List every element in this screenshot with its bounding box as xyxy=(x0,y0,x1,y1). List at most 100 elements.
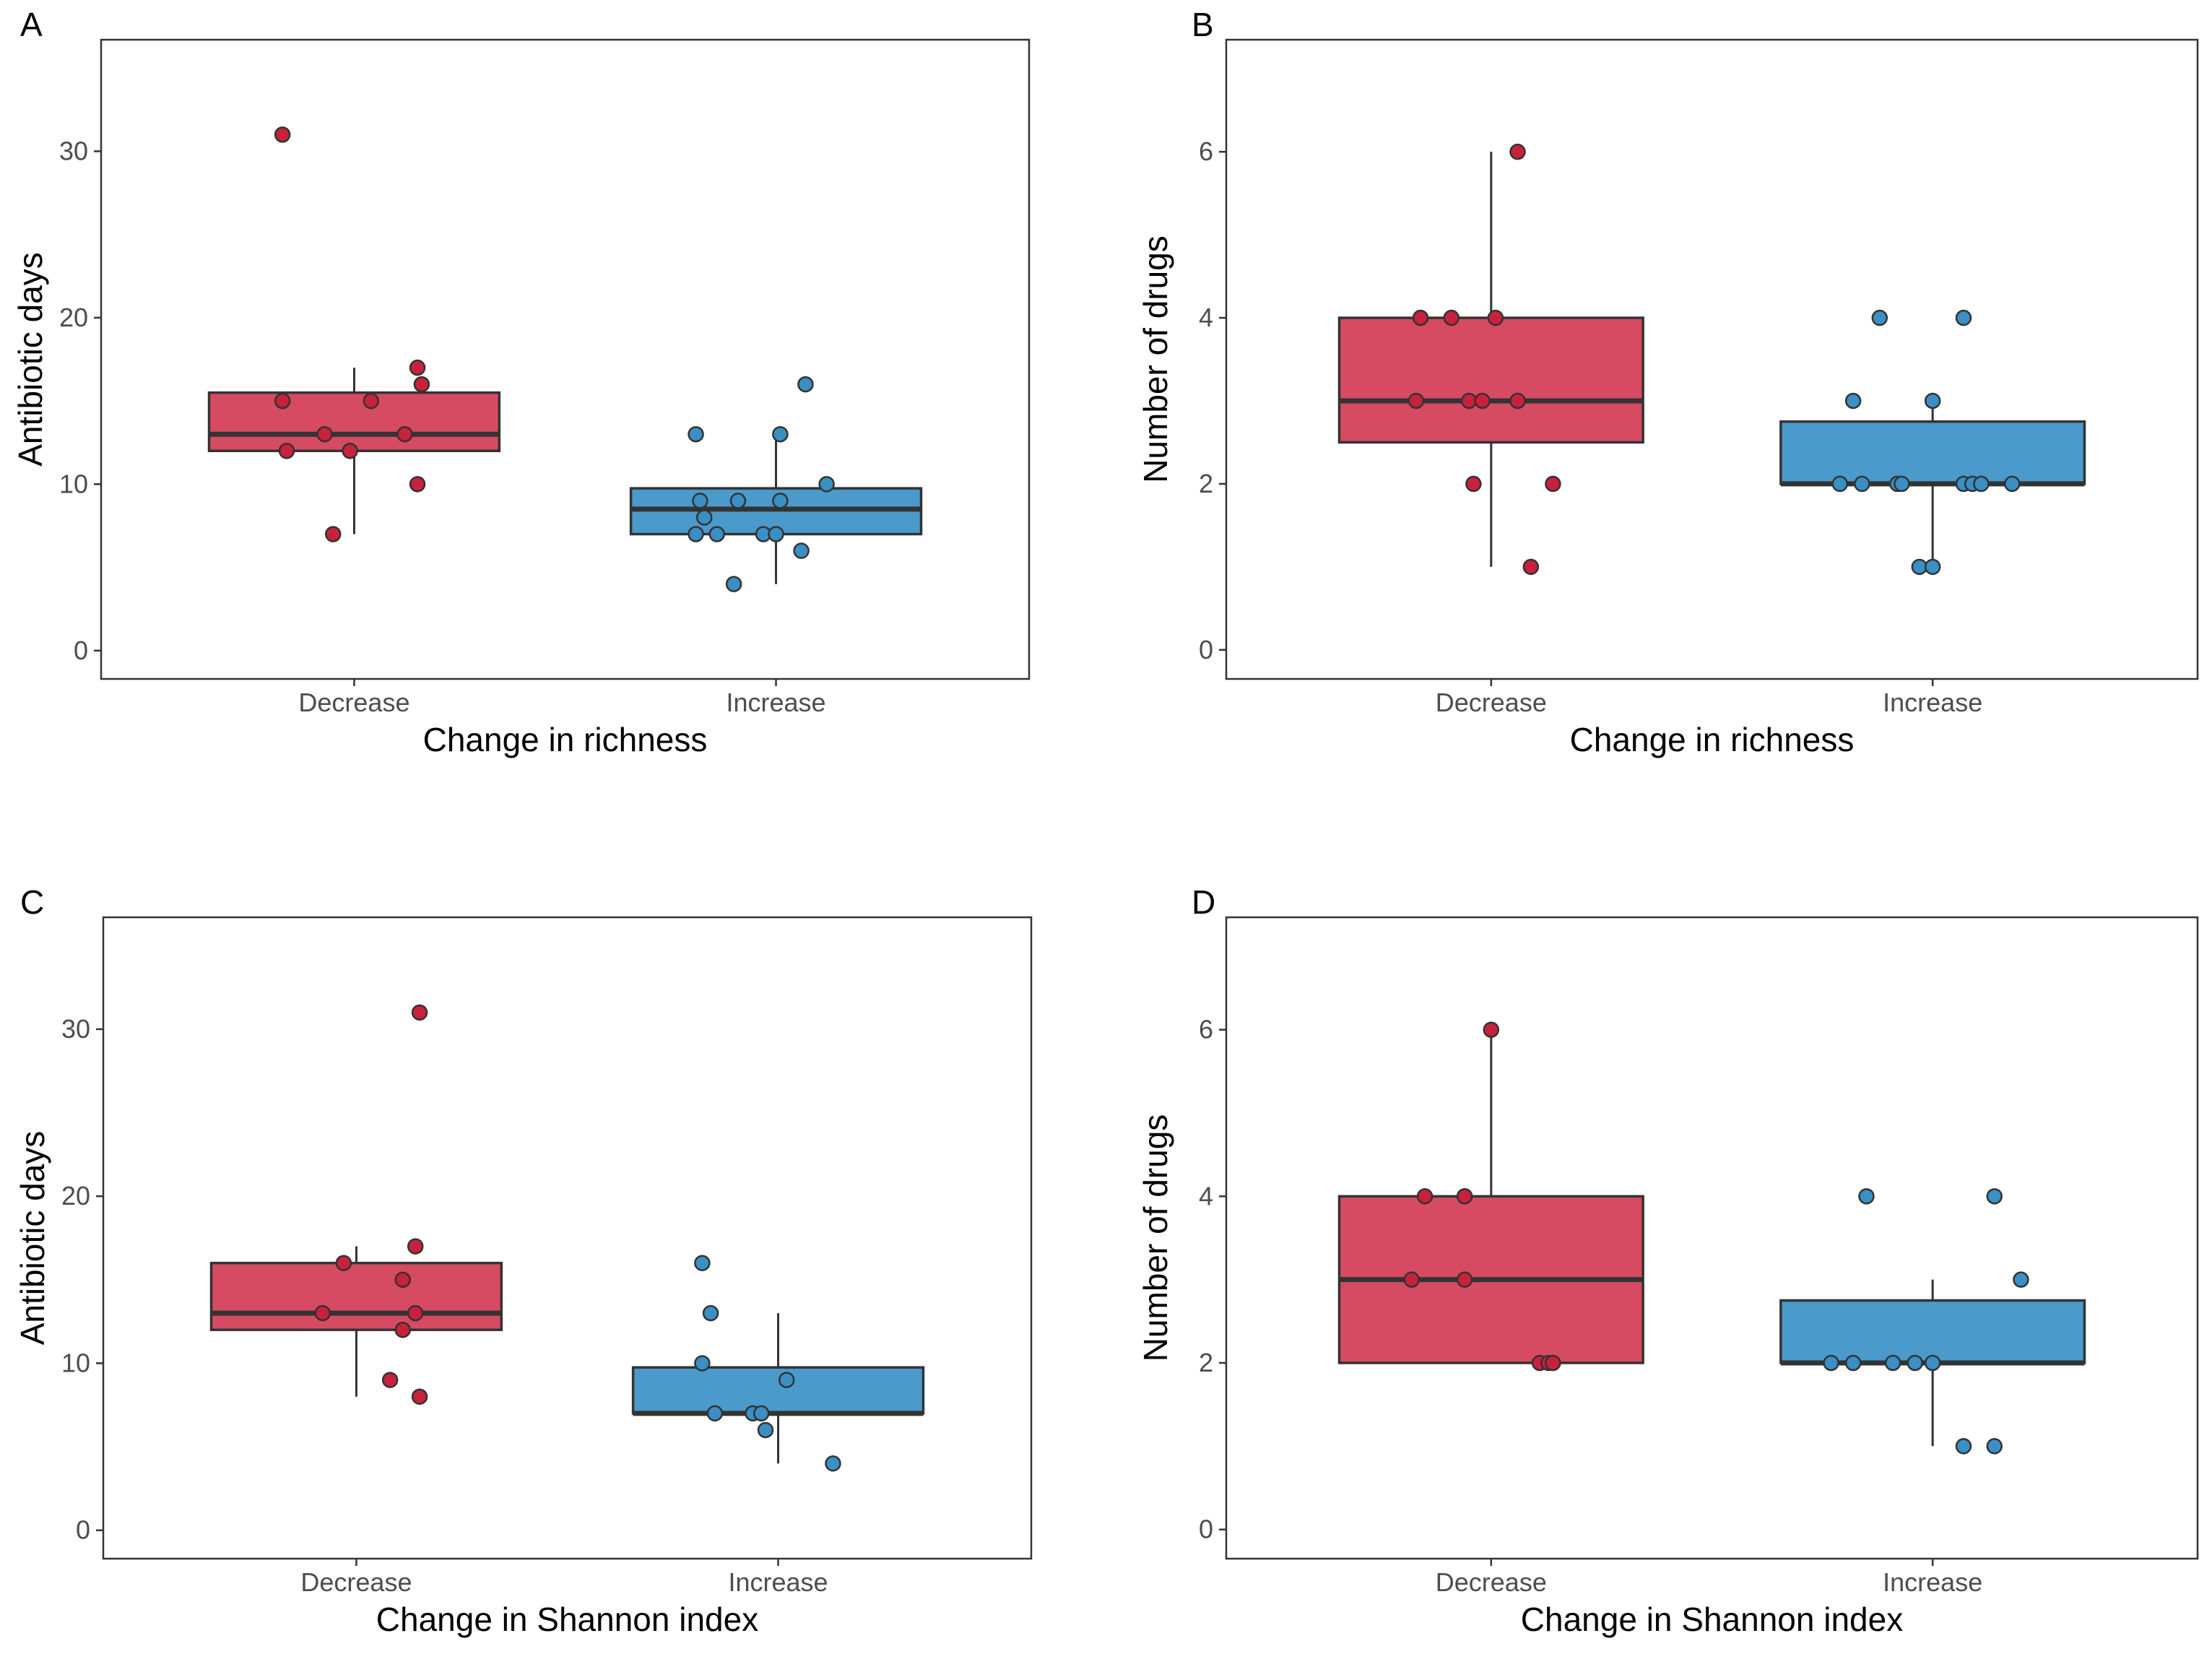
data-point xyxy=(757,1421,774,1439)
iqr-box xyxy=(209,1261,503,1331)
data-point xyxy=(772,493,789,509)
data-point xyxy=(1844,392,1862,410)
panel-c: C 0 10 20 30 Decrease Increase Change in Shanno… xyxy=(14,883,1033,1638)
box-decrease xyxy=(207,368,501,534)
x-tick-label: Decrease xyxy=(300,1567,412,1597)
data-point xyxy=(411,1388,428,1405)
data-point xyxy=(1456,1188,1473,1205)
data-point xyxy=(1823,1354,1839,1372)
data-point xyxy=(778,1372,795,1388)
x-axis-title: Change in richness xyxy=(423,721,708,758)
y-tick-label: 0 xyxy=(76,1515,90,1545)
data-point xyxy=(1854,475,1870,493)
data-point xyxy=(316,425,333,443)
iqr-box xyxy=(1337,316,1644,444)
data-point xyxy=(1483,1021,1500,1038)
data-point xyxy=(702,1304,719,1322)
data-point xyxy=(1509,143,1526,160)
data-point xyxy=(1858,1188,1875,1205)
y-axis-title: Number of drugs xyxy=(1137,1114,1174,1362)
data-point xyxy=(413,376,430,393)
y-tick-label: 2 xyxy=(1199,469,1213,498)
data-point xyxy=(1986,1438,2003,1455)
x-tick-label: Increase xyxy=(1883,688,1982,717)
y-tick-label: 30 xyxy=(61,1014,90,1044)
panel-a: A 0 10 20 30 Decrease Increase Change in richne… xyxy=(12,6,1031,758)
data-point xyxy=(768,526,784,542)
data-point xyxy=(1461,392,1478,410)
data-point xyxy=(1456,1271,1473,1288)
data-point xyxy=(1884,1354,1901,1372)
data-point xyxy=(692,493,708,509)
data-point xyxy=(688,425,704,443)
box-increase xyxy=(629,434,923,584)
data-point xyxy=(381,1372,399,1388)
data-point xyxy=(793,542,810,559)
data-point xyxy=(1973,475,1990,493)
y-tick-label: 20 xyxy=(61,1181,90,1211)
y-tick-label: 0 xyxy=(74,636,88,665)
y-tick-label: 10 xyxy=(59,469,88,498)
data-point xyxy=(274,126,291,143)
data-point xyxy=(1831,475,1849,493)
data-point xyxy=(797,376,814,393)
data-point xyxy=(1465,475,1482,493)
data-point xyxy=(407,1304,424,1322)
data-point xyxy=(772,425,789,443)
iqr-box xyxy=(1779,420,2086,485)
data-point xyxy=(1412,309,1429,326)
data-point xyxy=(696,509,713,526)
y-axis-title: Number of drugs xyxy=(1137,235,1174,483)
y-tick-label: 2 xyxy=(1199,1348,1213,1377)
data-point xyxy=(2003,475,2021,493)
data-point xyxy=(409,476,426,493)
plot-frame xyxy=(1225,38,2199,680)
y-tick-label: 20 xyxy=(59,303,88,332)
iqr-box xyxy=(631,1366,925,1415)
y-tick-label: 0 xyxy=(1199,635,1213,664)
box-decrease xyxy=(1337,1029,1644,1364)
panel-b: B 0 2 4 6 Decrease Increase Change in richness N… xyxy=(1137,6,2199,758)
x-tick-label: Increase xyxy=(729,1567,828,1597)
box-increase xyxy=(631,1313,925,1464)
x-tick-label: Decrease xyxy=(298,688,409,717)
data-point xyxy=(818,476,835,493)
data-point xyxy=(314,1304,331,1322)
data-point xyxy=(1907,1354,1923,1372)
panel-label: B xyxy=(1192,6,1214,43)
panel-label: A xyxy=(20,6,43,43)
x-tick-label: Decrease xyxy=(1436,1567,1547,1597)
x-axis-title: Change in richness xyxy=(1570,721,1855,758)
data-point xyxy=(1924,1354,1941,1372)
data-point xyxy=(688,526,704,542)
data-point xyxy=(363,392,380,410)
data-point xyxy=(1522,558,1540,576)
data-point xyxy=(274,392,291,410)
y-tick-label: 6 xyxy=(1199,1015,1213,1044)
data-point xyxy=(708,526,726,542)
y-tick-label: 30 xyxy=(59,136,88,165)
x-tick-label: Decrease xyxy=(1436,688,1547,717)
data-point xyxy=(1443,309,1460,326)
y-tick-label: 4 xyxy=(1199,303,1213,332)
data-point xyxy=(1955,1438,1972,1455)
data-point xyxy=(1403,1271,1421,1288)
y-axis-title: Antibiotic days xyxy=(12,252,49,467)
data-point xyxy=(1911,558,1928,576)
panel-label: D xyxy=(1192,883,1215,921)
data-point xyxy=(1416,1188,1434,1205)
plot-frame xyxy=(1225,916,2199,1560)
data-point xyxy=(1509,392,1526,410)
data-point xyxy=(342,443,358,459)
data-point xyxy=(407,1238,424,1255)
data-point xyxy=(1844,1354,1862,1372)
x-tick-label: Increase xyxy=(727,688,826,717)
plot-frame xyxy=(100,38,1031,680)
data-point xyxy=(706,1405,724,1422)
y-tick-label: 4 xyxy=(1199,1181,1213,1211)
data-point xyxy=(694,1255,711,1271)
box-decrease xyxy=(1337,152,1644,567)
y-tick-label: 0 xyxy=(1199,1515,1213,1544)
data-point xyxy=(1545,1354,1561,1372)
